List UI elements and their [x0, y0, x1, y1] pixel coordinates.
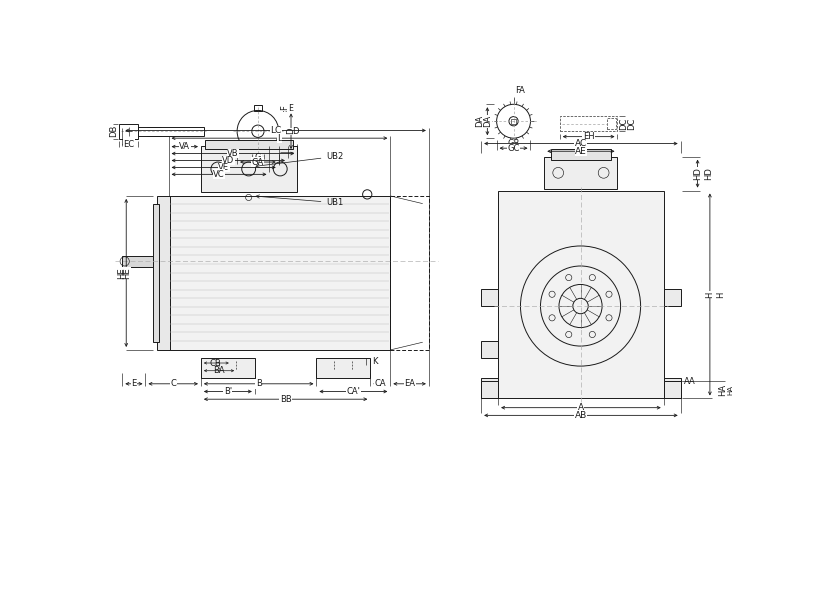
Text: AE: AE — [575, 147, 587, 156]
Text: HD: HD — [693, 167, 702, 180]
Text: VA: VA — [179, 142, 190, 151]
Text: HA: HA — [718, 384, 727, 396]
Text: EC: EC — [123, 140, 134, 149]
Text: LC: LC — [270, 126, 281, 135]
Text: CA': CA' — [347, 387, 361, 396]
Text: GC: GC — [507, 144, 519, 153]
Bar — [481, 382, 498, 398]
Bar — [122, 256, 153, 267]
Bar — [544, 156, 618, 189]
Text: DB: DB — [108, 125, 117, 138]
Bar — [119, 124, 138, 139]
Text: AA: AA — [684, 377, 696, 386]
Text: GB: GB — [507, 139, 519, 148]
Text: EA: EA — [404, 379, 415, 388]
Text: CB: CB — [210, 359, 222, 367]
Bar — [551, 149, 611, 160]
Text: HE: HE — [122, 267, 131, 279]
Bar — [498, 190, 664, 398]
Text: HD: HD — [704, 167, 713, 180]
Bar — [254, 105, 262, 112]
Text: AC: AC — [575, 139, 587, 148]
Text: B': B' — [224, 387, 232, 396]
Text: G: G — [255, 153, 261, 162]
Text: CA: CA — [375, 379, 386, 388]
Text: VB: VB — [227, 149, 239, 158]
Text: VE: VE — [218, 163, 229, 172]
Text: F: F — [288, 104, 293, 113]
Text: DC: DC — [627, 118, 636, 130]
Text: K: K — [372, 357, 377, 366]
Bar — [169, 196, 390, 350]
Text: GA: GA — [251, 158, 264, 167]
Bar — [607, 118, 616, 129]
Text: E: E — [131, 379, 136, 388]
Bar — [481, 289, 498, 306]
Bar — [201, 358, 255, 378]
Bar — [157, 196, 170, 350]
Text: H: H — [716, 291, 725, 298]
Text: VC: VC — [213, 170, 225, 179]
Bar — [317, 358, 370, 378]
Text: EH: EH — [583, 132, 595, 141]
Text: BB: BB — [280, 395, 291, 404]
Bar — [511, 119, 516, 124]
Text: DA: DA — [476, 115, 485, 127]
Bar — [138, 127, 204, 136]
Bar — [153, 204, 160, 342]
Bar — [664, 289, 681, 306]
Bar — [390, 196, 429, 350]
Text: A: A — [578, 403, 584, 412]
Bar — [664, 382, 681, 398]
Text: D: D — [286, 128, 295, 135]
Text: D: D — [293, 127, 299, 136]
Bar — [481, 341, 498, 358]
Bar — [201, 146, 297, 192]
Text: VD: VD — [222, 156, 234, 165]
Text: UB1: UB1 — [256, 195, 344, 207]
Text: DA: DA — [483, 115, 492, 127]
Text: C: C — [170, 379, 176, 388]
Bar — [481, 378, 498, 398]
Text: FA: FA — [515, 86, 525, 95]
Bar — [205, 140, 294, 149]
Text: UB2: UB2 — [256, 152, 344, 167]
Text: DC: DC — [619, 118, 629, 130]
Text: BA: BA — [213, 366, 224, 375]
Text: B: B — [256, 379, 261, 388]
Text: L: L — [277, 134, 282, 142]
Text: AB: AB — [575, 411, 587, 420]
Text: F: F — [280, 105, 289, 110]
Text: H: H — [705, 291, 715, 298]
Bar — [560, 116, 618, 132]
Text: HE: HE — [117, 267, 127, 279]
Bar — [664, 378, 681, 398]
Text: HA: HA — [728, 385, 734, 395]
